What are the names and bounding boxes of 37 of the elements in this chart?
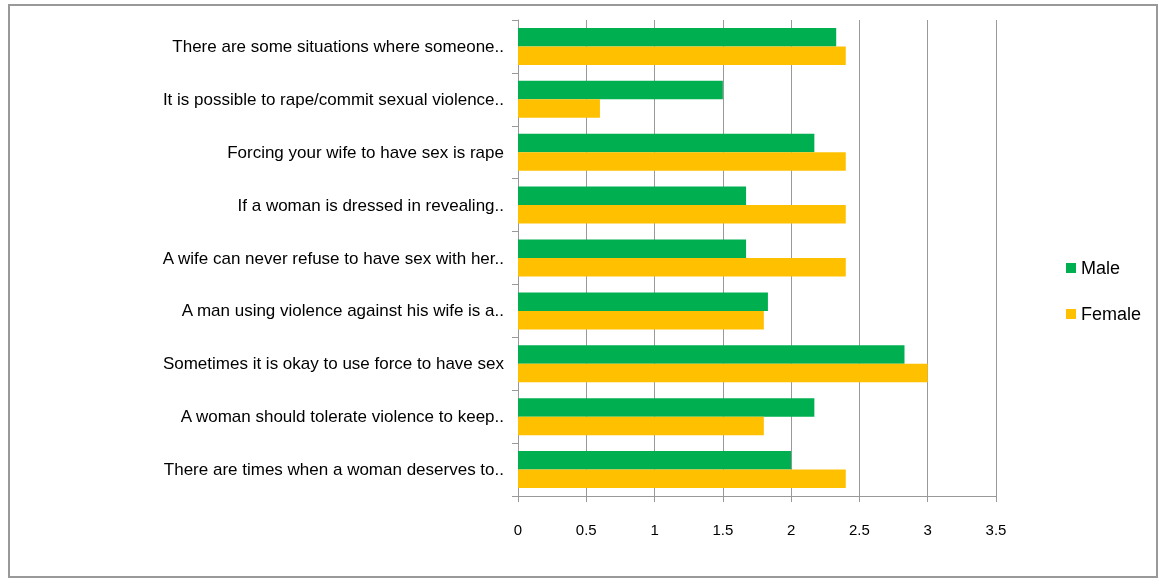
y-tick-label: A woman should tolerate violence to keep..: [180, 407, 504, 427]
y-tick-label: A wife can never refuse to have sex with her..: [162, 248, 504, 268]
bar: [518, 152, 846, 171]
bar: [518, 345, 905, 364]
y-tick-label: There are some situations where someone..: [172, 36, 504, 56]
bar: [518, 363, 928, 383]
y-tick-label: Sometimes it is okay to use force to have sex: [162, 354, 505, 374]
legend-label: Male: [1080, 258, 1120, 278]
bar: [518, 27, 837, 47]
y-tick-label: A man using violence against his wife is a..: [181, 301, 504, 321]
y-tick-label: Forcing your wife to have sex is rape: [227, 142, 504, 162]
bar: [518, 186, 747, 206]
bar: [518, 80, 723, 100]
y-tick-label: If a woman is dressed in revealing..: [237, 195, 504, 215]
x-tick-label: 0.5: [575, 521, 597, 538]
bar: [518, 398, 815, 417]
x-tick-label: 3.5: [985, 521, 1007, 538]
bar: [518, 292, 768, 311]
x-tick-label: 2: [786, 521, 796, 538]
x-tick-label: 1.5: [712, 521, 734, 538]
bar: [518, 451, 792, 470]
bar: [518, 469, 846, 489]
x-tick-label: 2.5: [849, 521, 870, 538]
x-tick-label: 1: [650, 521, 659, 538]
x-tick-label: 3: [923, 521, 932, 538]
bar: [518, 133, 815, 153]
bar: [518, 205, 846, 224]
legend-label: Female: [1080, 304, 1142, 324]
bar: [518, 99, 600, 118]
bar: [518, 310, 764, 330]
bar: [518, 416, 764, 436]
bar: [518, 46, 846, 65]
bar: [518, 239, 747, 258]
x-tick-label: 0: [513, 521, 523, 538]
bar: [518, 258, 846, 277]
y-tick-label: It is possible to rape/commit sexual violence..: [162, 89, 504, 109]
y-tick-label: There are times when a woman deserves to..: [163, 460, 504, 480]
